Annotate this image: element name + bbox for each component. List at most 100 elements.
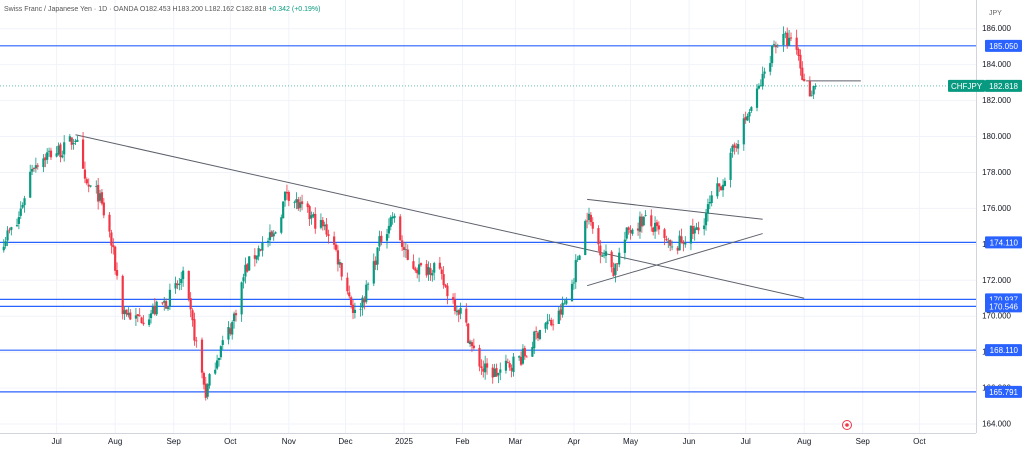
trend-line[interactable] — [586, 233, 763, 287]
candle-body — [548, 319, 551, 321]
candle-body — [544, 323, 547, 329]
candle-body — [270, 231, 273, 237]
candle-body — [746, 116, 749, 121]
candle-body — [652, 227, 655, 232]
candle-body — [803, 79, 806, 82]
candle-body — [472, 345, 475, 349]
candle-body — [465, 308, 468, 323]
candle-body — [612, 267, 615, 277]
candle-body — [376, 247, 379, 265]
candle-body — [535, 331, 538, 332]
trend-line[interactable] — [75, 134, 805, 299]
candle-body — [295, 199, 298, 203]
candle-body — [110, 232, 113, 246]
candle-body — [380, 235, 383, 242]
candle-body — [744, 117, 747, 121]
candle-body — [321, 220, 324, 227]
candle-body — [655, 222, 659, 227]
candle-body — [351, 304, 355, 313]
candle-body — [552, 324, 555, 326]
time-tick-label: Oct — [913, 437, 926, 446]
candle-body — [801, 67, 804, 80]
candle-body — [232, 313, 236, 322]
candle-body — [229, 328, 232, 334]
candle-body — [797, 48, 800, 56]
price-tick-label: 176.000 — [982, 204, 1011, 213]
candle-body — [689, 225, 693, 244]
candle-body — [4, 241, 7, 247]
candle-body — [467, 323, 470, 343]
candle-body — [266, 240, 270, 243]
last-price-label: 182.818 — [989, 82, 1018, 91]
level-price-label: 170.937 — [989, 295, 1018, 304]
candle-body — [285, 191, 289, 194]
candle-body — [485, 363, 489, 368]
candle-body — [491, 367, 494, 378]
candle-body — [114, 246, 117, 271]
candle-body — [586, 220, 589, 222]
candle-body — [691, 226, 694, 234]
candle-body — [763, 71, 766, 74]
candle-body — [399, 216, 402, 241]
candle-body — [123, 310, 126, 314]
candle-body — [100, 192, 104, 204]
candle-body — [518, 356, 521, 358]
candle-body — [32, 167, 36, 169]
candle-body — [682, 242, 685, 244]
candle-body — [242, 277, 245, 282]
candle-body — [257, 248, 260, 257]
candle-body — [178, 283, 181, 285]
candle-body — [755, 88, 759, 108]
currency-label: JPY — [989, 10, 1002, 17]
candle-body — [417, 264, 421, 275]
candle-body — [306, 203, 309, 208]
level-price-badge — [985, 236, 1022, 249]
time-axis[interactable]: Jul Aug Sep Oct Nov Dec 2025 Feb Mar Apr May Jun Jul… — [52, 437, 927, 446]
change-value: +0.342 (+0.19%) — [268, 6, 321, 13]
candle-body — [636, 228, 640, 231]
candle-body — [319, 219, 323, 228]
candle-body — [665, 238, 668, 241]
candle-body — [350, 297, 353, 306]
candle-body — [603, 254, 606, 256]
interval-label[interactable]: 1D — [98, 6, 108, 13]
price-tick-label: 182.000 — [982, 96, 1011, 105]
candle-body — [789, 37, 793, 39]
candle-body — [81, 139, 85, 169]
candle-body — [176, 283, 179, 286]
candle-body — [404, 249, 407, 251]
candle-body — [393, 215, 396, 218]
candle-body — [259, 249, 262, 251]
candle-body — [451, 297, 455, 300]
candle-body — [750, 107, 753, 111]
candle-body — [538, 330, 542, 339]
candle-body — [6, 230, 9, 241]
candle-body — [676, 247, 679, 251]
candle-body — [333, 236, 336, 245]
candle-body — [761, 73, 764, 87]
time-tick-label: Dec — [338, 437, 352, 446]
price-tick-label: 180.000 — [982, 132, 1011, 141]
candle-body — [217, 357, 221, 361]
candle-body — [193, 319, 196, 341]
candle-body — [616, 263, 619, 265]
candle-body — [574, 260, 577, 283]
candle-body — [653, 222, 657, 232]
trend-line[interactable] — [587, 198, 763, 220]
last-price-badge — [985, 79, 1022, 92]
candle-body — [771, 45, 774, 64]
target-marker-icon[interactable] — [842, 420, 852, 430]
candle-body — [523, 348, 526, 357]
candle-body — [308, 206, 311, 220]
candle-body — [508, 363, 511, 368]
time-tick-label: 2025 — [395, 437, 413, 446]
candle-body — [140, 317, 143, 324]
candle-body — [202, 372, 205, 385]
candle-body — [604, 251, 608, 256]
time-tick-label: Mar — [508, 437, 522, 446]
candle-body — [283, 191, 287, 201]
candle-body — [234, 313, 238, 316]
price-tick-label: 178.000 — [982, 168, 1011, 177]
